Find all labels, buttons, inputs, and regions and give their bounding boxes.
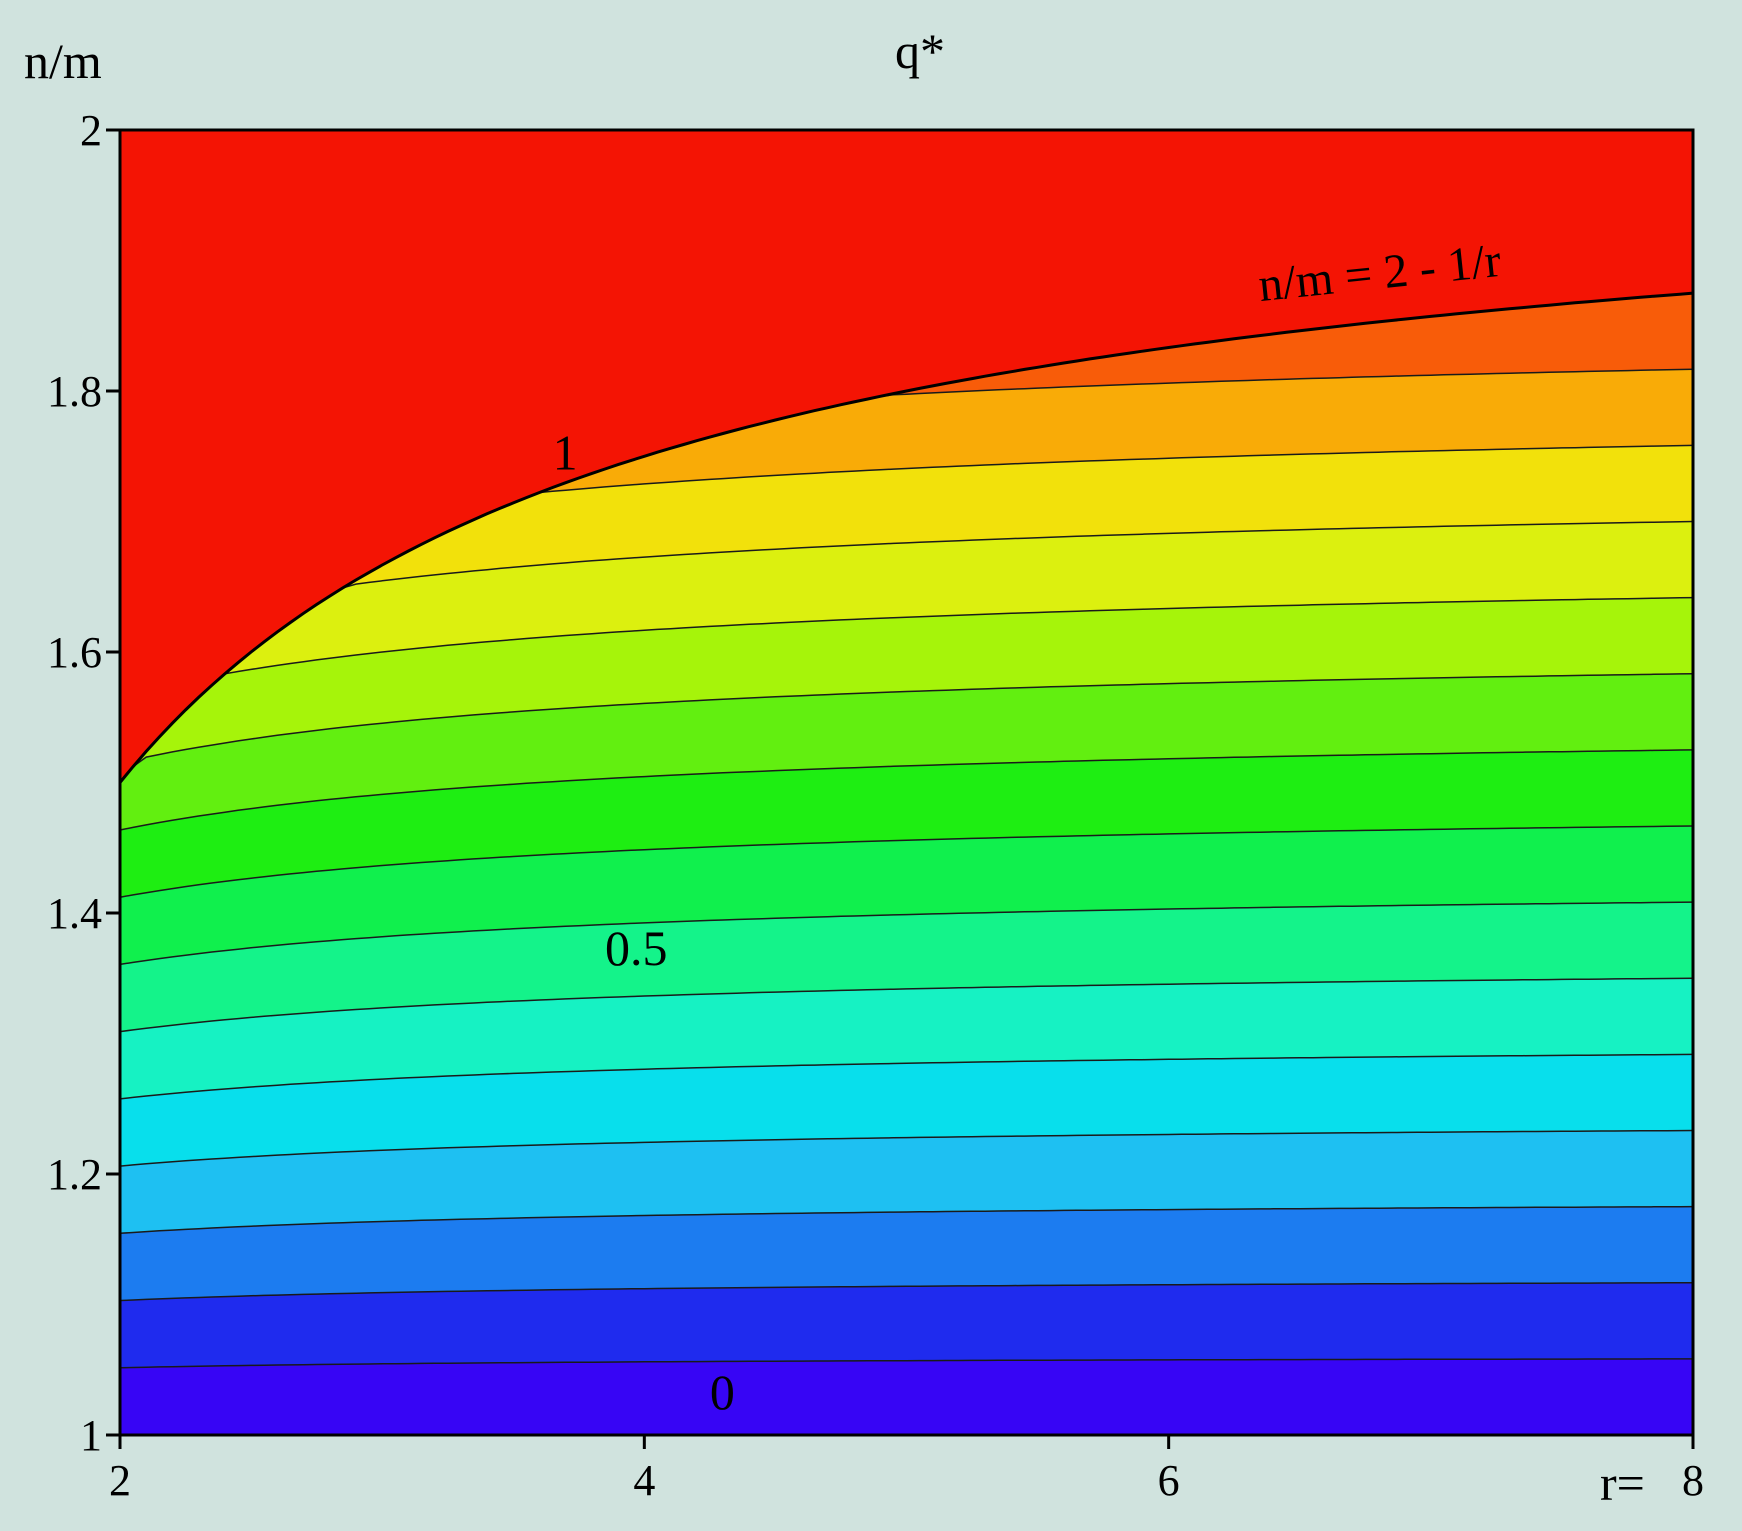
x-tick-label: 2 — [109, 1456, 131, 1505]
x-tick-label: 6 — [1158, 1456, 1180, 1505]
x-tick-label: 4 — [633, 1456, 655, 1505]
contour-line-14 — [119, 1358, 1693, 1369]
y-tick-label: 1.6 — [47, 628, 102, 677]
contour-line-5 — [119, 672, 1694, 783]
y-tick-label: 2 — [80, 106, 102, 155]
contour-line-8 — [119, 901, 1694, 966]
y-tick-label: 1.8 — [47, 367, 102, 416]
y-tick-label: 1.2 — [47, 1150, 102, 1199]
chart-title: q* — [895, 23, 945, 79]
contour-line-9 — [119, 977, 1694, 1033]
y-axis-title: n/m — [24, 33, 102, 89]
contour-labels: 10.50 — [553, 424, 735, 1420]
contour-line-13 — [119, 1282, 1693, 1302]
contour-label: 0 — [710, 1364, 735, 1420]
boundary-curve — [118, 291, 1694, 784]
contour-line-10 — [119, 1053, 1694, 1100]
contour-label: 0.5 — [605, 920, 668, 976]
contour-line-12 — [119, 1205, 1694, 1235]
x-tick-label: 8 — [1682, 1456, 1704, 1505]
contour-line-4 — [119, 596, 1694, 783]
contour-line-3 — [119, 520, 1694, 783]
contour-line-7 — [119, 825, 1694, 898]
contour-label: 1 — [553, 424, 578, 480]
x-axis-title: r= — [1600, 1455, 1645, 1511]
contour-band-15 — [120, 1358, 1693, 1435]
contour-line-6 — [119, 749, 1694, 831]
contour-bands — [120, 130, 1693, 1436]
y-tick-label: 1 — [80, 1411, 102, 1460]
contour-lines — [118, 291, 1694, 1369]
axis-ticks: 2 4 6 8 1 1.2 1.4 1.6 1.8 2 — [47, 106, 1704, 1505]
y-tick-label: 1.4 — [47, 889, 102, 938]
contour-line-11 — [119, 1129, 1694, 1167]
plot-frame — [118, 128, 1695, 1437]
